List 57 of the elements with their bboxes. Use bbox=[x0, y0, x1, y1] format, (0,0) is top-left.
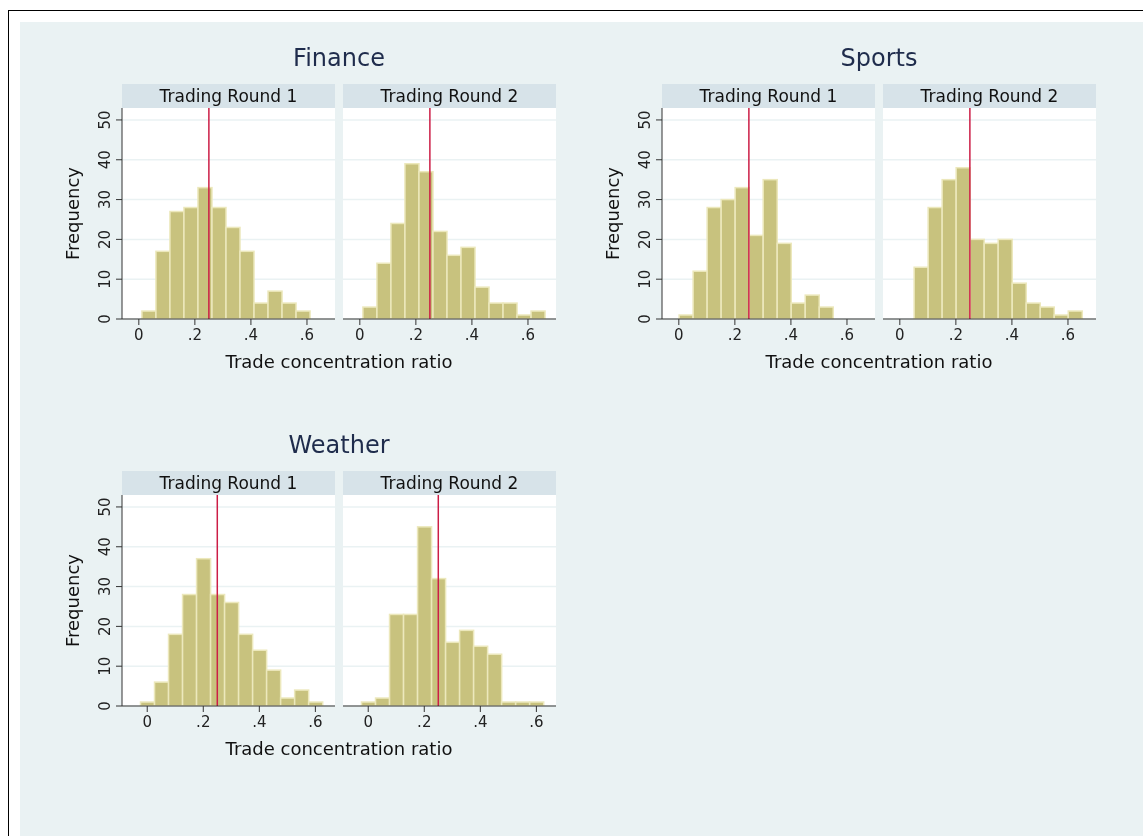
y-tick-label: 0 bbox=[636, 314, 654, 324]
x-tick-label: .2 bbox=[727, 326, 743, 344]
y-axis-title: Frequency bbox=[601, 167, 623, 260]
chart-subtitle: Trading Round 2 bbox=[343, 471, 556, 495]
x-tick-label: .4 bbox=[1004, 326, 1020, 344]
x-tick-label: .2 bbox=[417, 713, 432, 731]
y-tick-label: 30 bbox=[636, 190, 654, 210]
x-tick-label: .2 bbox=[187, 326, 203, 344]
chart-subtitle: Trading Round 2 bbox=[883, 84, 1096, 108]
chart-subtitle: Trading Round 2 bbox=[343, 84, 556, 108]
y-tick-label: 20 bbox=[96, 616, 114, 636]
x-tick-label: .4 bbox=[252, 713, 267, 731]
y-tick-label: 40 bbox=[636, 150, 654, 170]
y-tick-label: 50 bbox=[636, 110, 654, 130]
x-tick-label: 0 bbox=[134, 326, 144, 344]
x-axis-title: Trade concentration ratio bbox=[224, 351, 454, 372]
x-tick-label: 0 bbox=[363, 713, 373, 731]
y-axis-title: Frequency bbox=[61, 554, 83, 647]
x-tick-label: .4 bbox=[473, 713, 488, 731]
x-tick-label: .2 bbox=[408, 326, 424, 344]
x-tick-label: 0 bbox=[142, 713, 152, 731]
x-tick-label: .4 bbox=[464, 326, 480, 344]
y-tick-label: 50 bbox=[96, 497, 114, 517]
x-tick-label: .2 bbox=[196, 713, 211, 731]
x-tick-label: 0 bbox=[674, 326, 684, 344]
y-tick-label: 10 bbox=[96, 269, 114, 289]
y-tick-label: 30 bbox=[96, 577, 114, 597]
x-tick-label: 0 bbox=[355, 326, 365, 344]
chart-title: Finance bbox=[292, 44, 386, 72]
y-tick-label: 30 bbox=[96, 190, 114, 210]
x-tick-label: .6 bbox=[839, 326, 855, 344]
x-tick-label: .6 bbox=[520, 326, 536, 344]
y-tick-label: 20 bbox=[96, 229, 114, 249]
y-axis-title: Frequency bbox=[61, 167, 83, 260]
y-tick-label: 50 bbox=[96, 110, 114, 130]
chart-title: Sports bbox=[839, 44, 919, 72]
chart-subtitle: Trading Round 1 bbox=[122, 84, 335, 108]
y-tick-label: 10 bbox=[636, 269, 654, 289]
chart-subtitle: Trading Round 1 bbox=[122, 471, 335, 495]
x-tick-label: 0 bbox=[895, 326, 905, 344]
y-tick-label: 0 bbox=[96, 701, 114, 711]
y-tick-label: 40 bbox=[96, 150, 114, 170]
y-tick-label: 20 bbox=[636, 229, 654, 249]
chart-subtitle: Trading Round 1 bbox=[662, 84, 875, 108]
y-tick-label: 10 bbox=[96, 656, 114, 676]
x-tick-label: .6 bbox=[299, 326, 315, 344]
x-tick-label: .6 bbox=[529, 713, 544, 731]
x-tick-label: .6 bbox=[1060, 326, 1076, 344]
chart-title: Weather bbox=[287, 431, 391, 459]
x-axis-title: Trade concentration ratio bbox=[224, 738, 454, 759]
x-tick-label: .4 bbox=[783, 326, 799, 344]
y-tick-label: 0 bbox=[96, 314, 114, 324]
x-axis-title: Trade concentration ratio bbox=[764, 351, 994, 372]
x-tick-label: .4 bbox=[243, 326, 259, 344]
y-tick-label: 40 bbox=[96, 537, 114, 557]
x-tick-label: .6 bbox=[308, 713, 323, 731]
x-tick-label: .2 bbox=[948, 326, 964, 344]
